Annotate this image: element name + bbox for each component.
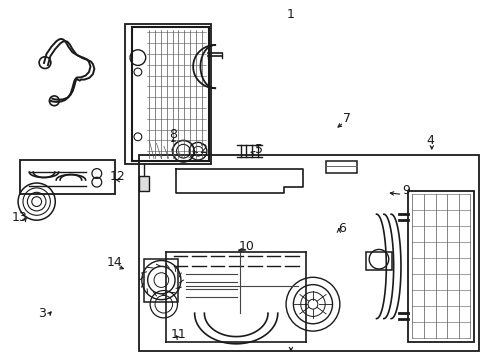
Text: 12: 12 — [109, 170, 125, 183]
Bar — [124, 24, 211, 164]
Bar — [20, 160, 115, 194]
Text: 1: 1 — [286, 8, 294, 21]
Bar — [407, 191, 473, 342]
Bar — [139, 155, 478, 351]
Bar — [139, 176, 149, 191]
Text: 9: 9 — [401, 184, 409, 197]
Bar — [144, 259, 178, 302]
Text: 14: 14 — [107, 256, 122, 269]
Text: 13: 13 — [12, 211, 27, 224]
Text: 2: 2 — [199, 143, 206, 156]
Text: 10: 10 — [239, 240, 254, 253]
Bar — [365, 252, 391, 270]
Text: 11: 11 — [170, 328, 186, 341]
Text: 6: 6 — [338, 222, 346, 235]
Text: 3: 3 — [38, 307, 45, 320]
Text: 5: 5 — [255, 143, 263, 156]
Bar — [325, 161, 356, 173]
Text: 4: 4 — [426, 134, 433, 147]
Text: 7: 7 — [343, 112, 350, 125]
Text: 8: 8 — [169, 129, 177, 141]
